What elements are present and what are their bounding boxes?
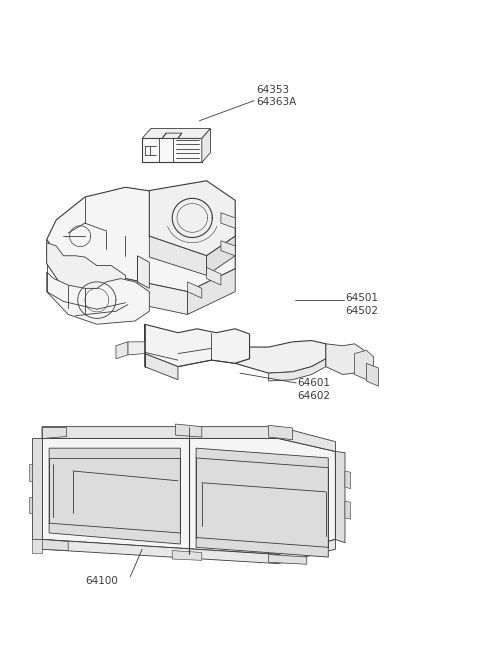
Polygon shape xyxy=(366,364,378,386)
Polygon shape xyxy=(196,448,328,557)
Polygon shape xyxy=(47,187,235,291)
Polygon shape xyxy=(42,540,68,551)
Polygon shape xyxy=(142,138,202,162)
Polygon shape xyxy=(269,359,326,381)
Polygon shape xyxy=(269,425,292,440)
Polygon shape xyxy=(162,133,182,138)
Polygon shape xyxy=(221,241,235,255)
Polygon shape xyxy=(116,342,128,359)
Polygon shape xyxy=(149,181,235,255)
Polygon shape xyxy=(188,269,235,314)
Polygon shape xyxy=(149,236,206,275)
Polygon shape xyxy=(128,342,144,355)
Polygon shape xyxy=(42,426,66,438)
Polygon shape xyxy=(269,555,307,564)
Polygon shape xyxy=(47,240,63,288)
Polygon shape xyxy=(29,464,33,481)
Polygon shape xyxy=(176,424,202,437)
Polygon shape xyxy=(49,448,180,544)
Text: 64100: 64100 xyxy=(85,576,118,586)
Polygon shape xyxy=(221,213,235,229)
Polygon shape xyxy=(63,265,188,314)
Polygon shape xyxy=(326,344,364,375)
Polygon shape xyxy=(345,471,351,489)
Polygon shape xyxy=(144,324,250,367)
Polygon shape xyxy=(42,426,336,451)
Polygon shape xyxy=(206,267,221,285)
Text: 64601
64602: 64601 64602 xyxy=(297,378,330,401)
Polygon shape xyxy=(206,236,235,275)
Polygon shape xyxy=(42,438,336,555)
Polygon shape xyxy=(47,272,149,324)
Text: 64353
64363A: 64353 64363A xyxy=(257,84,297,107)
Polygon shape xyxy=(42,540,336,563)
Polygon shape xyxy=(33,540,42,553)
Polygon shape xyxy=(144,354,178,380)
Polygon shape xyxy=(172,551,202,560)
Polygon shape xyxy=(188,282,202,298)
Polygon shape xyxy=(47,243,125,298)
Polygon shape xyxy=(29,497,33,514)
Polygon shape xyxy=(355,350,373,380)
Text: 64501
64502: 64501 64502 xyxy=(345,293,378,316)
Polygon shape xyxy=(235,341,326,373)
Polygon shape xyxy=(345,501,351,519)
Polygon shape xyxy=(142,128,210,138)
Polygon shape xyxy=(33,438,42,540)
Polygon shape xyxy=(336,451,345,543)
Polygon shape xyxy=(202,128,210,162)
Polygon shape xyxy=(137,255,149,288)
